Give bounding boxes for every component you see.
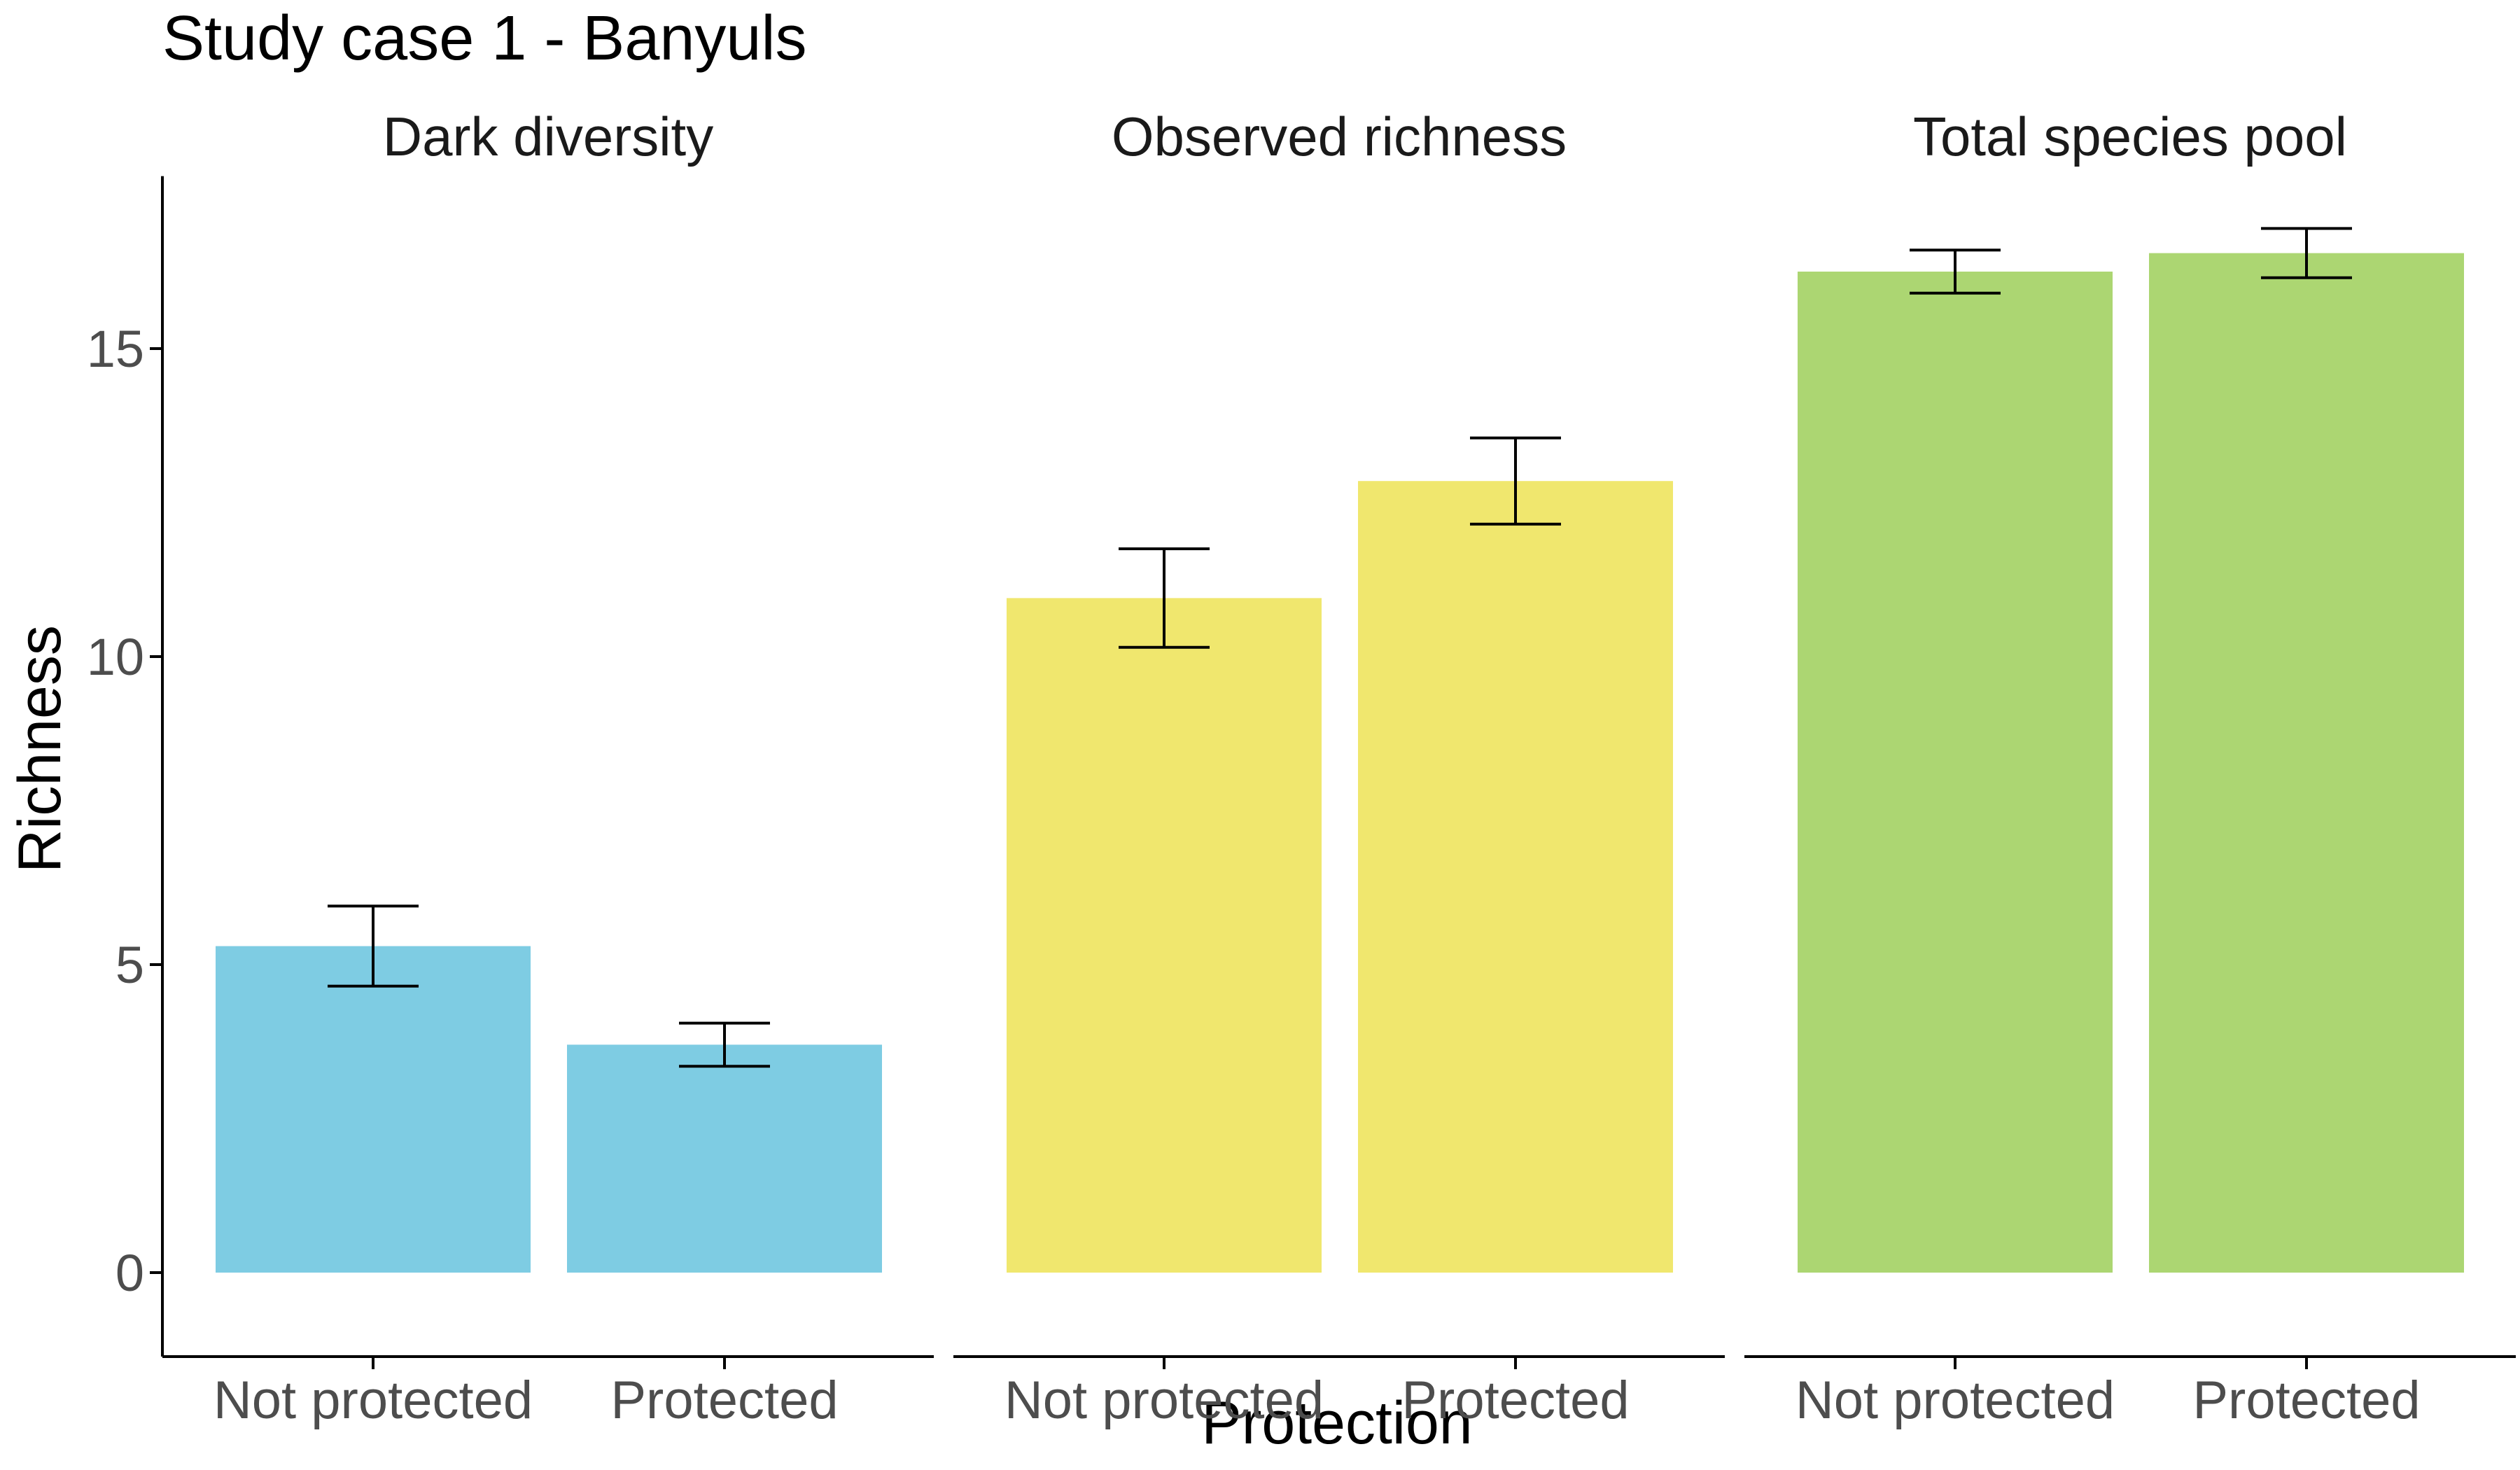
y-axis: 0 5 10 15 [87,176,164,1357]
facet-panel: Dark diversity Not protected Protected [162,106,934,1430]
bar [216,946,531,1273]
y-axis-label: Richness [6,625,74,873]
x-axis-label: Protection [1201,1390,1472,1457]
x-tick-label: Not protected [1004,1371,1324,1430]
x-tick-label: Not protected [1795,1371,2115,1430]
x-tick-label: Protected [610,1371,838,1430]
y-tick-label: 15 [87,320,144,378]
facet-title: Observed richness [1112,106,1567,167]
x-tick-label: Not protected [214,1371,533,1430]
facet-title: Dark diversity [383,106,713,167]
x-tick-label: Protected [1401,1371,1629,1430]
y-tick-label: 10 [87,628,144,686]
bar [2149,253,2464,1273]
y-tick-label: 5 [115,936,144,994]
chart-title: Study case 1 - Banyuls [162,4,806,74]
bar [1007,598,1322,1273]
bar [1358,481,1673,1273]
bar [567,1044,882,1273]
x-tick-label: Protected [2192,1371,2420,1430]
facet-panel: Observed richness Not protected Protected [953,106,1725,1430]
facet-title: Total species pool [1913,106,2347,167]
y-tick-label: 0 [115,1244,144,1302]
bar [1798,272,2113,1273]
facet-panel: Total species pool Not protected Protected [1744,106,2516,1430]
